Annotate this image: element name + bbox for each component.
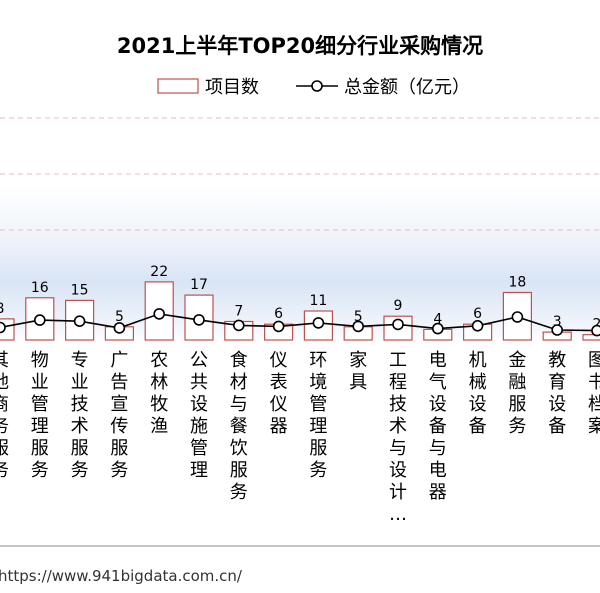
legend-label-line: 总金额（亿元）	[344, 77, 470, 98]
line-point-5	[193, 314, 205, 326]
line-point-11	[431, 322, 444, 335]
line-point-2	[73, 315, 86, 328]
bar-value-label-8: 11	[309, 293, 327, 309]
bar-value-label-0: 8	[0, 301, 4, 317]
bar-value-label-11: 4	[433, 311, 442, 327]
line-point-0	[0, 321, 6, 334]
line-point-14	[551, 324, 564, 336]
plot-band	[0, 185, 600, 345]
bar-value-label-6: 7	[234, 304, 243, 320]
line-point-10	[392, 318, 404, 331]
legend-label-bar: 项目数	[205, 77, 259, 98]
bar-value-label-2: 15	[71, 282, 89, 298]
category-label-13: 金融服务	[508, 350, 526, 437]
bar-value-label-1: 16	[31, 280, 49, 296]
line-point-13	[511, 311, 524, 323]
source-url: https://www.941bigdata.com.cn/	[0, 567, 243, 585]
bar-value-label-15: 2	[593, 317, 600, 333]
line-point-15	[591, 324, 600, 337]
category-label-10: 工程技术与设计…	[389, 350, 407, 525]
line-point-3	[113, 322, 126, 334]
category-label-1: 物业管理服务	[31, 350, 49, 481]
line-point-12	[471, 319, 484, 332]
bar-value-label-13: 18	[508, 275, 526, 291]
bar-value-label-14: 3	[553, 314, 562, 330]
bar-value-label-7: 6	[274, 306, 283, 322]
bar-4	[144, 281, 174, 341]
chart-title: 2021上半年TOP20细分行业采购情况	[117, 34, 483, 58]
line-point-7	[272, 320, 285, 333]
category-label-7: 仪表仪器	[270, 350, 288, 437]
category-label-2: 专业技术服务	[71, 350, 89, 481]
gridlines	[0, 117, 600, 231]
line-point-6	[233, 319, 245, 332]
line-point-8	[312, 317, 325, 329]
bar-value-label-9: 5	[354, 309, 363, 325]
legend-swatch-bar	[157, 78, 199, 94]
legend-swatch-marker	[311, 80, 323, 92]
category-label-14: 教育设备	[548, 350, 566, 437]
legend: 项目数 总金额（亿元）	[157, 77, 470, 98]
bar-1	[25, 297, 55, 341]
category-label-15: 图书档案	[588, 350, 600, 437]
bar-value-labels: 8 16 15 5 22 17 7 6 11 5 9 4 6 18 3 2	[0, 264, 600, 333]
category-label-8: 环境管理服务	[309, 350, 327, 481]
line-point-9	[352, 320, 365, 333]
category-label-5: 公共设施管理	[190, 350, 208, 481]
bar-value-label-3: 5	[115, 309, 124, 325]
category-label-11: 电气设备与电器	[429, 350, 447, 503]
line-points	[0, 308, 600, 337]
bar-value-label-5: 17	[190, 277, 208, 293]
category-label-12: 机械设备	[469, 350, 487, 437]
category-label-3: 广告宣传服务	[110, 350, 128, 481]
bar-value-label-4: 22	[150, 264, 168, 280]
category-label-9: 家具	[349, 350, 367, 393]
bar-value-label-10: 9	[394, 298, 403, 314]
category-label-0: 其地商务服务	[0, 350, 9, 481]
category-label-4: 农林牧渔	[150, 350, 168, 437]
amount-line	[0, 313, 598, 332]
category-label-6: 食材与餐饮服务	[230, 350, 248, 503]
category-labels: 其地商务服务 物业管理服务 专业技术服务 广告宣传服务 农林牧渔 公共设施管理 食材与餐饮服…	[0, 350, 600, 525]
line-point-4	[153, 308, 165, 320]
line-point-1	[33, 314, 46, 326]
bar-value-label-12: 6	[473, 306, 482, 322]
